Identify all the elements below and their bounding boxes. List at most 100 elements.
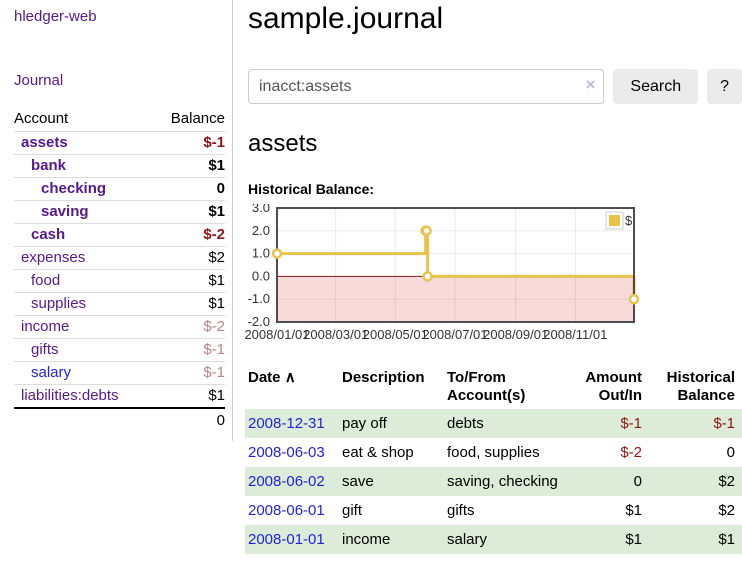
sidebar: hledger-web Journal Account Balance asse… (0, 0, 233, 441)
transaction-date-link[interactable]: 2008-01-01 (248, 531, 325, 548)
transaction-amount: $1 (625, 502, 642, 519)
transaction-accounts: food, supplies (447, 444, 540, 461)
account-balance: 0 (152, 177, 225, 201)
date-column-header[interactable]: Date ∧ (248, 369, 296, 386)
transaction-accounts: salary (447, 531, 488, 548)
clear-search-icon[interactable]: × (585, 75, 596, 94)
account-balance: $-2 (152, 223, 225, 247)
accounts-total-row: 0 (14, 407, 225, 433)
search-input[interactable] (248, 69, 605, 104)
transaction-amount: 0 (633, 473, 642, 490)
historical-balance-chart: 3.0 2.0 1.0 0.0 -1.0 -2.02008/01/012008/03/01… (244, 204, 640, 342)
table-row: income $-2 (14, 315, 225, 339)
transaction-description: save (342, 473, 374, 490)
search-button[interactable]: Search (613, 69, 699, 104)
sidebar-account-bank[interactable]: bank (31, 157, 67, 174)
account-balance: $-1 (152, 361, 225, 385)
transaction-amount: $1 (625, 531, 642, 548)
account-balance: $1 (152, 269, 225, 293)
svg-text:-1.0: -1.0 (248, 291, 270, 306)
transaction-accounts: saving, checking (447, 473, 558, 490)
table-row: 2008-06-03 eat & shop food, supplies $-2… (245, 438, 742, 467)
svg-text:2008/03/01: 2008/03/01 (303, 327, 368, 342)
account-balance: $1 (152, 200, 225, 224)
transaction-date-link[interactable]: 2008-06-03 (248, 444, 325, 461)
transaction-amount: $-1 (620, 415, 642, 432)
sidebar-account-liabilities-debts[interactable]: liabilities:debts (21, 387, 119, 404)
table-row: expenses $2 (14, 246, 225, 270)
svg-text:1.0: 1.0 (252, 246, 270, 261)
help-button[interactable]: ? (707, 69, 742, 104)
transaction-description: gift (342, 502, 363, 519)
account-balance: $-2 (152, 315, 225, 339)
account-balance: $1 (152, 292, 225, 316)
account-balance: $-1 (152, 338, 225, 362)
description-column-header: Description (342, 369, 425, 386)
accounts-column-header: To/From Account(s) (447, 369, 526, 404)
transaction-description: income (342, 531, 391, 548)
sidebar-account-expenses[interactable]: expenses (21, 249, 86, 266)
amount-column-header: Amount Out/In (585, 369, 642, 404)
sidebar-account-checking[interactable]: checking (41, 180, 107, 197)
sort-asc-icon: ∧ (284, 369, 296, 386)
svg-text:3.0: 3.0 (252, 204, 270, 215)
app-brand-link[interactable]: hledger-web (14, 8, 97, 25)
accounts-balance-table: Account Balance assets $-1 bank $1 check… (14, 107, 225, 433)
account-balance: $-1 (152, 131, 225, 155)
table-row: 2008-01-01 income salary $1 $1 (245, 525, 742, 554)
table-row: gifts $-1 (14, 338, 225, 362)
svg-text:-2.0: -2.0 (248, 314, 270, 329)
sidebar-account-gifts[interactable]: gifts (31, 341, 59, 358)
table-row: 2008-06-02 save saving, checking 0 $2 (245, 467, 742, 496)
register-table-header: Date ∧ Description To/From Account(s) Am… (245, 367, 742, 409)
table-row: 2008-06-01 gift gifts $1 $2 (245, 496, 742, 525)
svg-text:2008/09/01: 2008/09/01 (483, 327, 548, 342)
balance-column-header: Balance (170, 110, 225, 127)
table-row: salary $-1 (14, 361, 225, 385)
sidebar-account-salary[interactable]: salary (31, 364, 72, 381)
transaction-date-link[interactable]: 2008-06-02 (248, 473, 325, 490)
table-row: 2008-12-31 pay off debts $-1 $-1 (245, 409, 742, 438)
account-balance: $1 (152, 384, 225, 408)
sidebar-account-cash[interactable]: cash (31, 226, 66, 243)
account-column-header: Account (14, 110, 69, 127)
table-row: supplies $1 (14, 292, 225, 316)
transaction-balance: $1 (718, 531, 735, 548)
transaction-balance: $2 (718, 473, 735, 490)
table-row: food $1 (14, 269, 225, 293)
accounts-table-header: Account Balance (14, 107, 225, 132)
accounts-total-value: 0 (152, 407, 225, 433)
table-row: cash $-2 (14, 223, 225, 247)
table-row: bank $1 (14, 154, 225, 178)
register-table: Date ∧ Description To/From Account(s) Am… (245, 367, 742, 554)
chart-title: Historical Balance: (248, 181, 375, 197)
svg-text:0.0: 0.0 (252, 268, 270, 283)
transaction-amount: $-2 (620, 444, 642, 461)
svg-text:2.0: 2.0 (252, 223, 270, 238)
table-row: checking 0 (14, 177, 225, 201)
balance-column-header: Historical Balance (666, 369, 735, 404)
table-row: liabilities:debts $1 (14, 384, 225, 408)
transaction-description: pay off (342, 415, 387, 432)
svg-text:2008/05/01: 2008/05/01 (363, 327, 428, 342)
table-row: assets $-1 (14, 131, 225, 155)
svg-text:2008/07/01: 2008/07/01 (422, 327, 487, 342)
table-row: saving $1 (14, 200, 225, 224)
page-title: sample.journal (248, 2, 444, 35)
account-balance: $1 (152, 154, 225, 178)
sidebar-account-saving[interactable]: saving (41, 203, 89, 220)
transaction-balance: 0 (726, 444, 735, 461)
sidebar-account-food[interactable]: food (31, 272, 61, 289)
svg-text:2008/01/01: 2008/01/01 (244, 327, 309, 342)
svg-text:$: $ (625, 213, 633, 228)
transaction-date-link[interactable]: 2008-12-31 (248, 415, 325, 432)
search-form: × Search ? (248, 69, 742, 104)
sidebar-account-income[interactable]: income (21, 318, 70, 335)
sidebar-item-journal[interactable]: Journal (14, 72, 64, 89)
main-content: sample.journal × Search ? assets Histori… (244, 0, 742, 554)
transaction-balance: $2 (718, 502, 735, 519)
sidebar-account-assets[interactable]: assets (21, 134, 68, 151)
svg-text:2008/11/01: 2008/11/01 (543, 327, 607, 342)
sidebar-account-supplies[interactable]: supplies (31, 295, 87, 312)
transaction-date-link[interactable]: 2008-06-01 (248, 502, 325, 519)
